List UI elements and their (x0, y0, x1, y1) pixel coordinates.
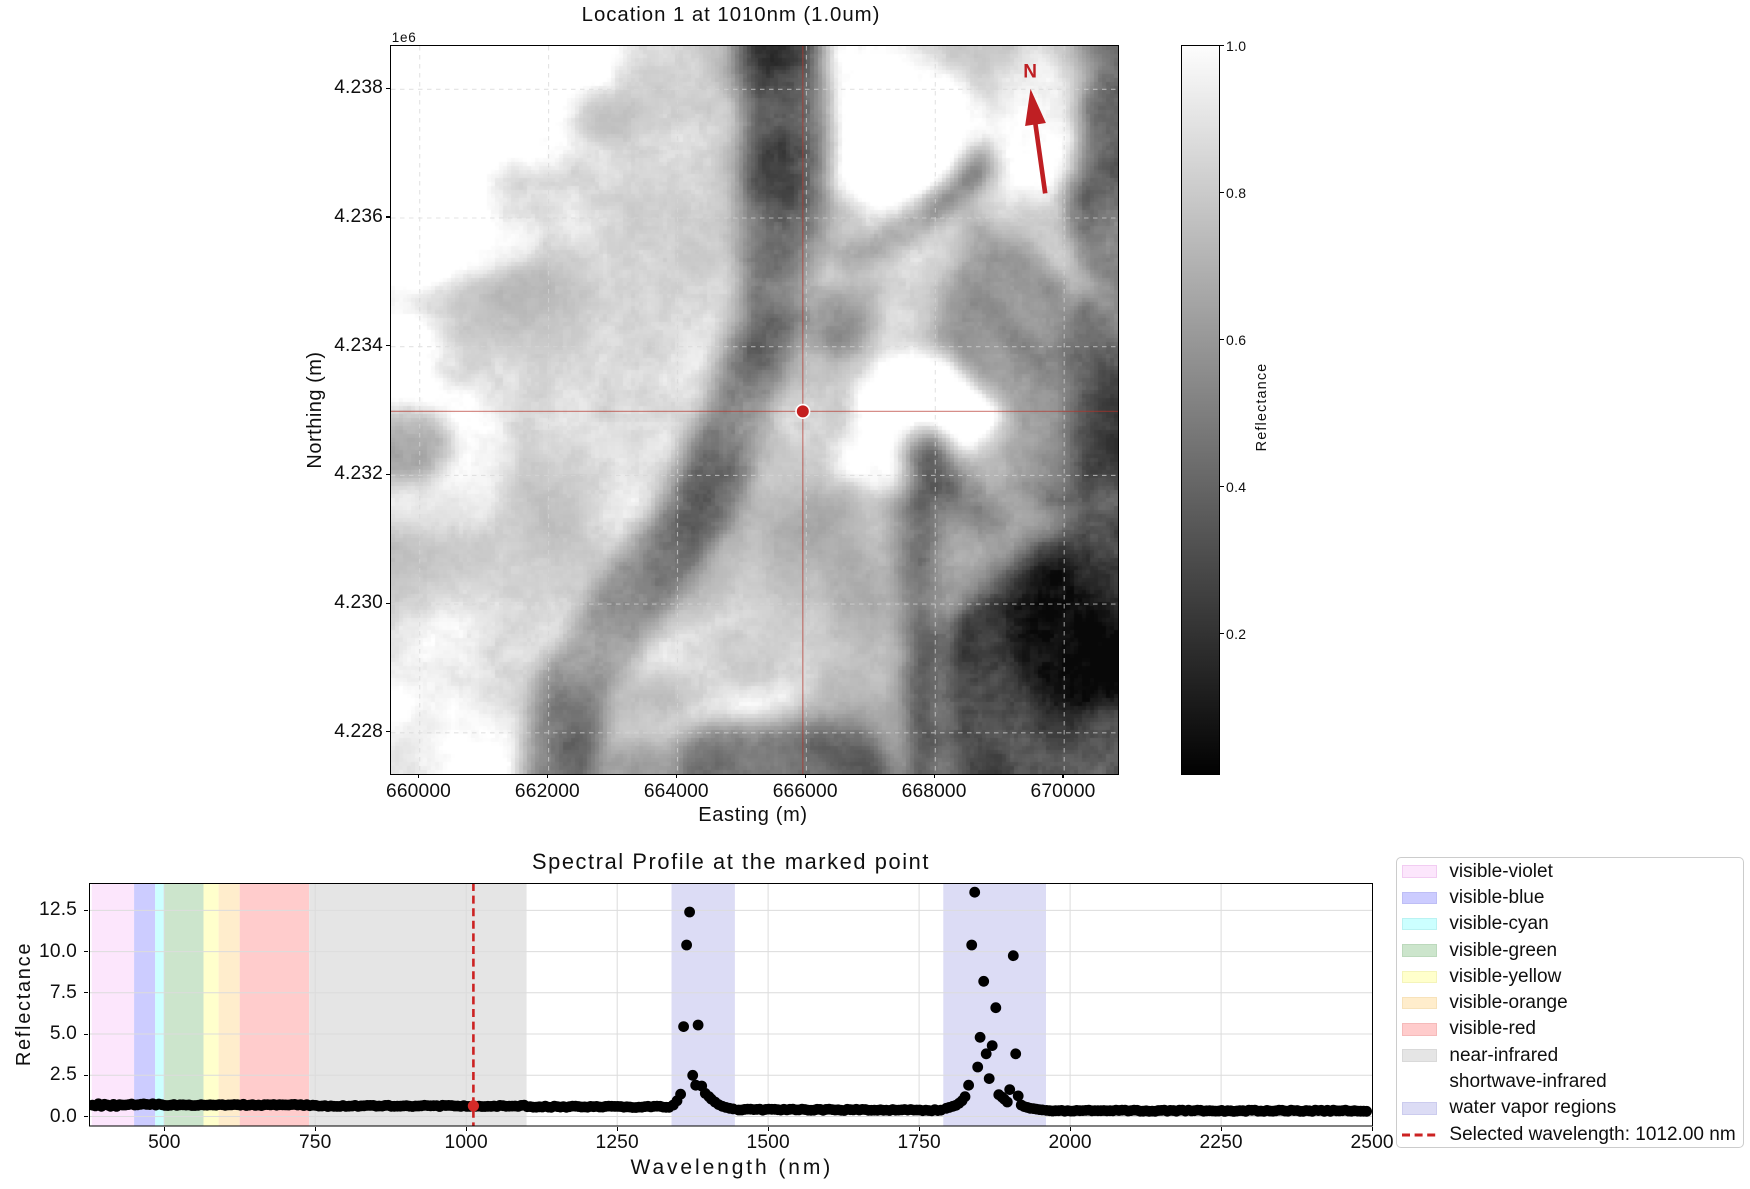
svg-text:N: N (1023, 62, 1037, 83)
